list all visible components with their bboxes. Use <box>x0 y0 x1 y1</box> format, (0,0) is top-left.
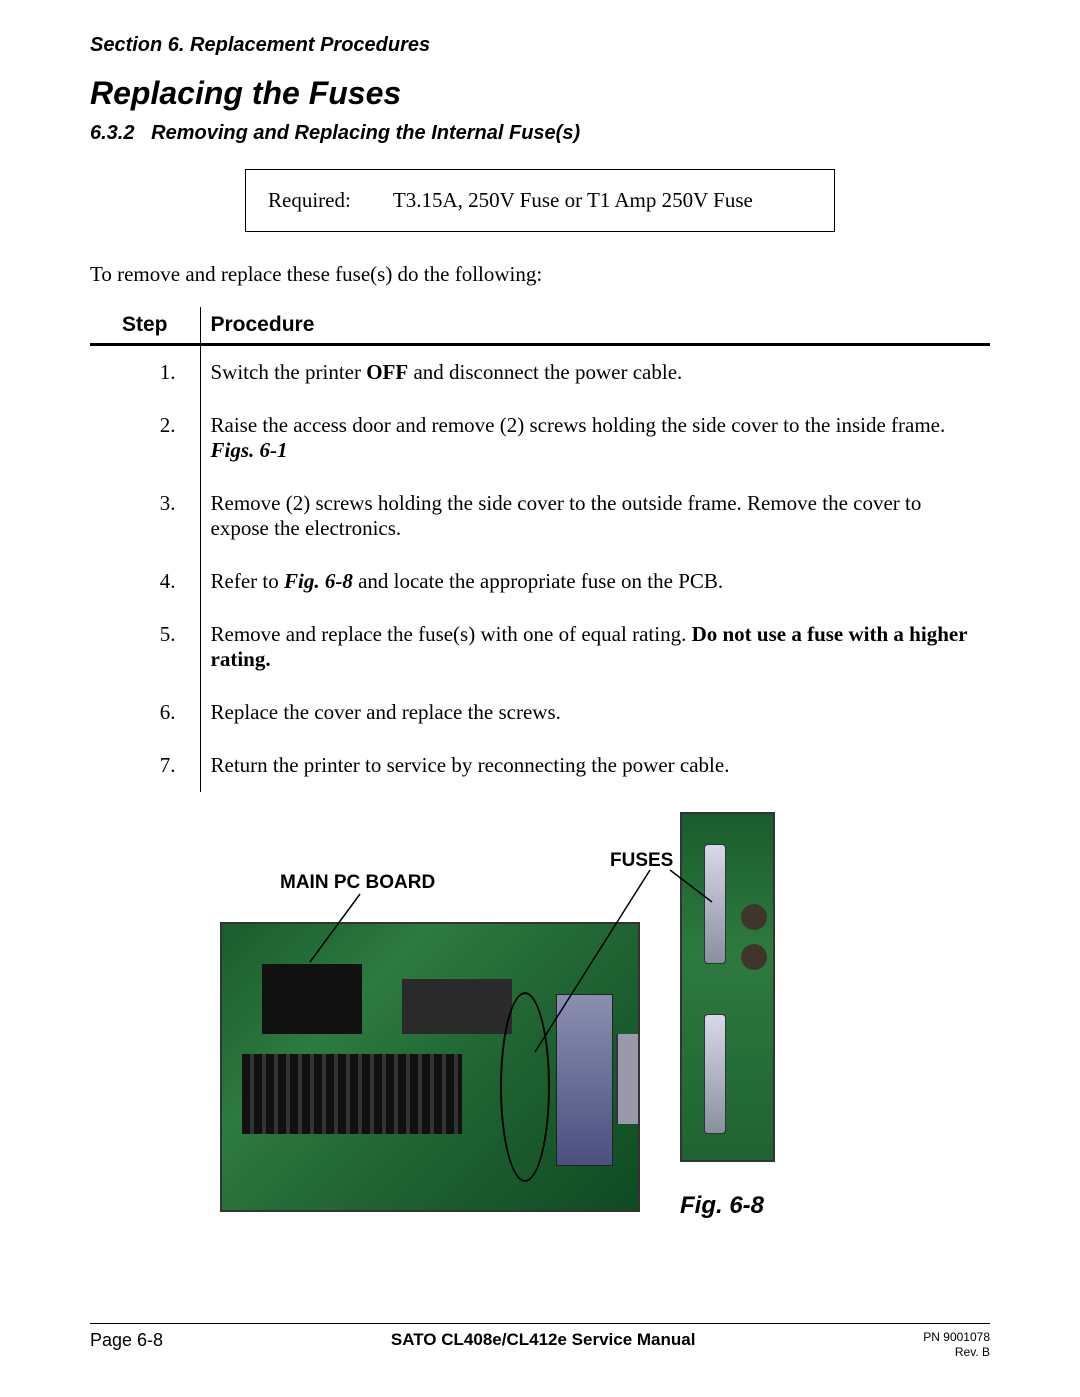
step-text: Remove (2) screws holding the side cover… <box>200 477 990 555</box>
text-bold: OFF <box>366 360 408 384</box>
subsection-text: Removing and Replacing the Internal Fuse… <box>151 122 580 144</box>
table-header-row: Step Procedure <box>90 307 990 345</box>
text-fragment: Refer to <box>211 569 284 593</box>
fuse-icon <box>704 1014 726 1134</box>
section-header: Section 6. Replacement Procedures <box>90 34 990 57</box>
step-text: Replace the cover and replace the screws… <box>200 686 990 739</box>
chip-icon <box>262 964 362 1034</box>
page-number: Page 6-8 <box>90 1330 163 1351</box>
text-fragment: Raise the access door and remove (2) scr… <box>211 413 946 437</box>
table-row: 3. Remove (2) screws holding the side co… <box>90 477 990 555</box>
chip-icon <box>402 979 512 1034</box>
step-number: 3. <box>90 477 200 555</box>
fuse-icon <box>704 844 726 964</box>
rev-text: Rev. B <box>955 1345 990 1359</box>
text-bold-italic: Fig. 6-8 <box>284 569 353 593</box>
capacitor-icon <box>741 904 767 930</box>
page-title: Replacing the Fuses <box>90 75 990 112</box>
step-number: 5. <box>90 608 200 686</box>
page: Section 6. Replacement Procedures Replac… <box>0 0 1080 1397</box>
step-number: 7. <box>90 739 200 792</box>
manual-title: SATO CL408e/CL412e Service Manual <box>163 1330 923 1350</box>
capacitor-icon <box>741 944 767 970</box>
table-row: 4. Refer to Fig. 6-8 and locate the appr… <box>90 555 990 608</box>
text-fragment: Switch the printer <box>211 360 367 384</box>
step-number: 6. <box>90 686 200 739</box>
text-fragment: and locate the appropriate fuse on the P… <box>353 569 723 593</box>
text-fragment: Remove and replace the fuse(s) with one … <box>211 622 692 646</box>
step-text: Switch the printer OFF and disconnect th… <box>200 345 990 400</box>
connector-icon <box>616 1034 638 1124</box>
step-text: Return the printer to service by reconne… <box>200 739 990 792</box>
step-text: Remove and replace the fuse(s) with one … <box>200 608 990 686</box>
figure-caption: Fig. 6-8 <box>680 1192 764 1220</box>
table-row: 7. Return the printer to service by reco… <box>90 739 990 792</box>
table-row: 2. Raise the access door and remove (2) … <box>90 399 990 477</box>
label-main-pc-board: MAIN PC BOARD <box>280 872 435 894</box>
main-pc-board-image <box>220 922 640 1212</box>
step-number: 4. <box>90 555 200 608</box>
step-number: 1. <box>90 345 200 400</box>
subsection-number: 6.3.2 <box>90 122 134 144</box>
figure-6-8: MAIN PC BOARD FUSES Fig. 6-8 <box>190 822 890 1272</box>
table-row: 6. Replace the cover and replace the scr… <box>90 686 990 739</box>
required-value: T3.15A, 250V Fuse or T1 Amp 250V Fuse <box>393 188 753 212</box>
pn-text: PN 9001078 <box>923 1330 990 1344</box>
subsection-heading: 6.3.2 Removing and Replacing the Interna… <box>90 122 990 145</box>
intro-text: To remove and replace these fuse(s) do t… <box>90 262 990 287</box>
step-text: Raise the access door and remove (2) scr… <box>200 399 990 477</box>
fuse-detail-image <box>680 812 775 1162</box>
callout-ellipse <box>500 992 550 1182</box>
procedure-table: Step Procedure 1. Switch the printer OFF… <box>90 307 990 792</box>
text-fragment: and disconnect the power cable. <box>408 360 682 384</box>
part-number: PN 9001078 Rev. B <box>923 1330 990 1361</box>
step-number: 2. <box>90 399 200 477</box>
label-fuses: FUSES <box>610 850 673 872</box>
page-footer: Page 6-8 SATO CL408e/CL412e Service Manu… <box>90 1323 990 1361</box>
table-row: 5. Remove and replace the fuse(s) with o… <box>90 608 990 686</box>
required-box: Required: T3.15A, 250V Fuse or T1 Amp 25… <box>245 169 835 232</box>
step-text: Refer to Fig. 6-8 and locate the appropr… <box>200 555 990 608</box>
required-label: Required: <box>268 188 388 213</box>
col-step: Step <box>90 307 200 345</box>
text-bold-italic: Figs. 6-1 <box>211 438 288 462</box>
table-row: 1. Switch the printer OFF and disconnect… <box>90 345 990 400</box>
col-procedure: Procedure <box>200 307 990 345</box>
